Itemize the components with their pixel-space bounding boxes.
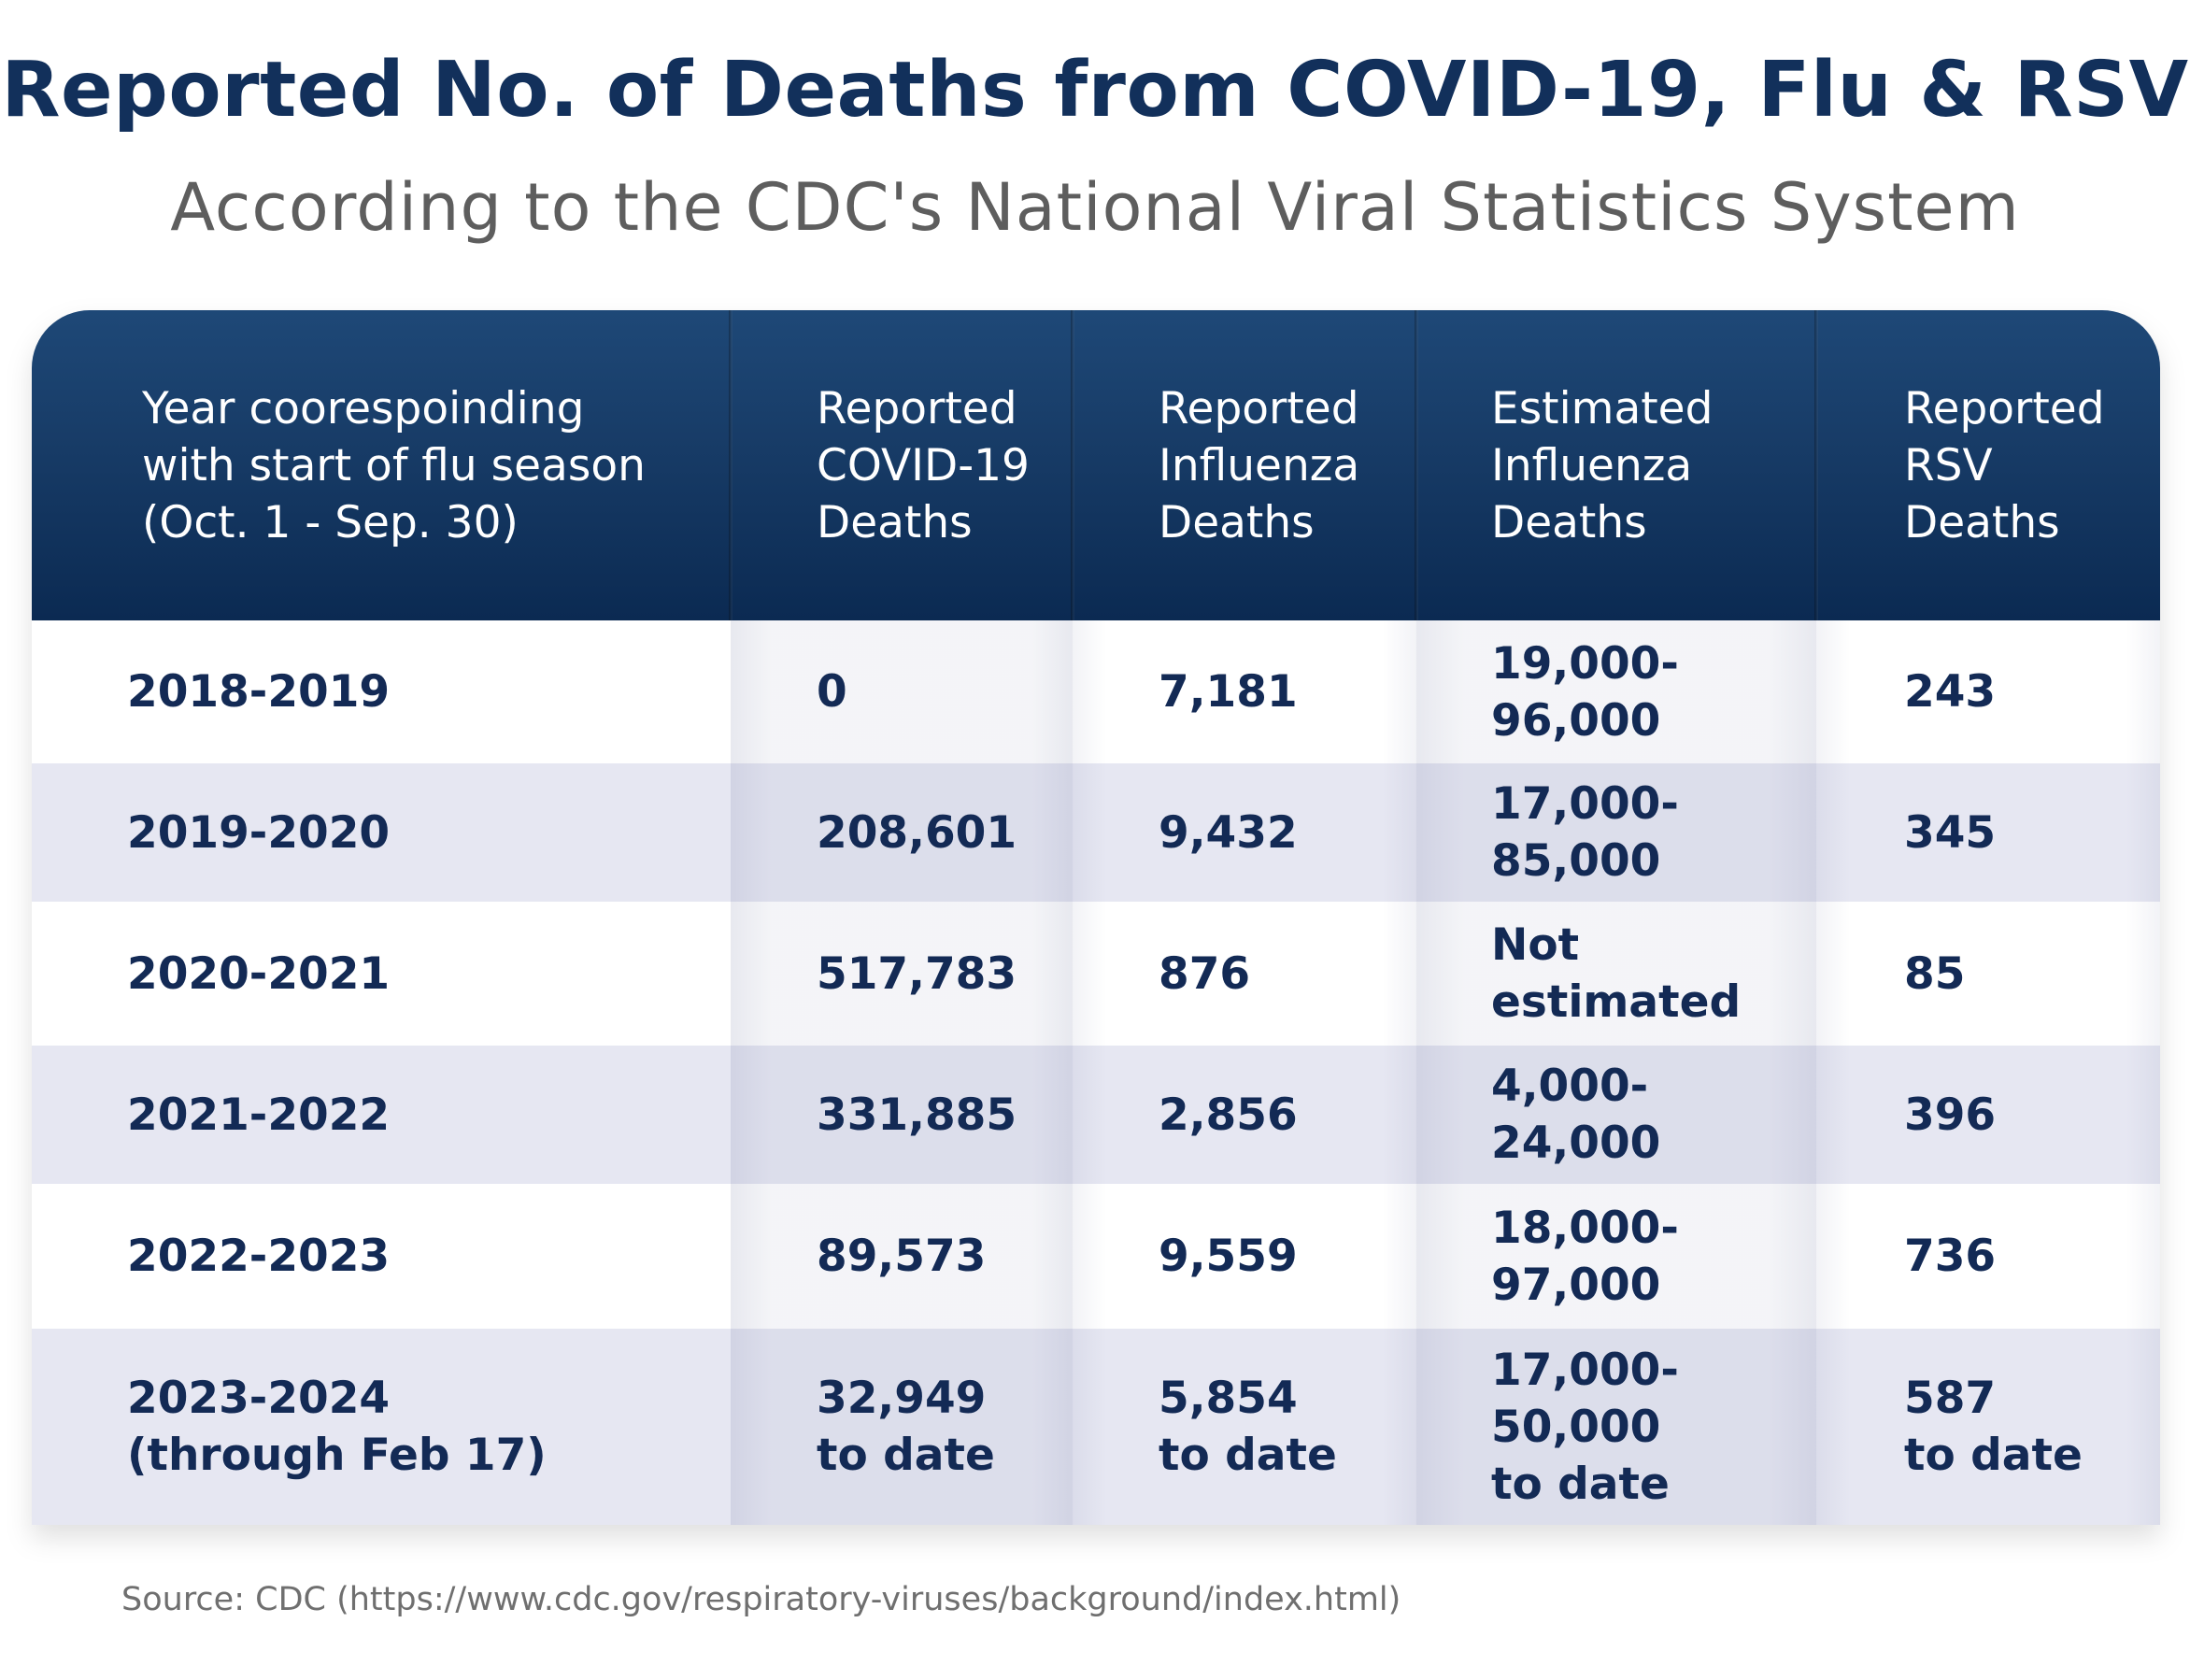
table-cell: 736 <box>1816 1184 2160 1329</box>
source-note: Source: CDC (https://www.cdc.gov/respira… <box>121 1581 1401 1618</box>
column-header-3: Reported Influenza Deaths <box>1073 310 1416 620</box>
header-divider <box>729 310 732 620</box>
table-cell: 17,000-85,000 <box>1416 763 1816 902</box>
table-cell: 876 <box>1073 902 1416 1046</box>
table-cell-value: 2021-2022 <box>127 1089 391 1141</box>
column-header-4: Estimated Influenza Deaths <box>1416 310 1816 620</box>
table-cell: 17,000-50,000 to date <box>1416 1329 1816 1525</box>
table-cell: 517,783 <box>731 902 1073 1046</box>
column-header-label: Reported Influenza Deaths <box>1159 382 1360 548</box>
deaths-table: Year coorespoinding with start of flu se… <box>32 310 2160 1525</box>
table-cell-value: 517,783 <box>817 947 1017 1000</box>
table-cell: 9,432 <box>1073 763 1416 902</box>
table-cell-value: 89,573 <box>817 1231 987 1282</box>
table-cell: 85 <box>1816 902 2160 1046</box>
page-title: Reported No. of Deaths from COVID-19, Fl… <box>1 46 2189 135</box>
table-cell: 587 to date <box>1816 1329 2160 1525</box>
table-cell: 2023-2024 (through Feb 17) <box>32 1329 731 1525</box>
table-cell-value: 2018-2019 <box>127 666 391 718</box>
table-cell: 2021-2022 <box>32 1046 731 1184</box>
table-cell-value: 2023-2024 (through Feb 17) <box>127 1373 547 1481</box>
table-cell-value: Not estimated <box>1491 919 1742 1028</box>
table-cell-value: 243 <box>1904 666 1997 718</box>
table-row <box>32 1046 2160 1184</box>
table-cell: 243 <box>1816 620 2160 763</box>
table-cell-value: 2019-2020 <box>127 806 391 859</box>
table-cell-value: 9,432 <box>1159 806 1298 859</box>
table-cell: 32,949 to date <box>731 1329 1073 1525</box>
table-cell: 2019-2020 <box>32 763 731 902</box>
table-cell: 2018-2019 <box>32 620 731 763</box>
table-cell-value: 331,885 <box>817 1089 1017 1141</box>
table-cell-value: 4,000-24,000 <box>1491 1061 1661 1169</box>
table-cell-value: 5,854 to date <box>1159 1373 1337 1481</box>
table-row <box>32 1184 2160 1329</box>
table-cell: 4,000-24,000 <box>1416 1046 1816 1184</box>
table-cell-value: 0 <box>817 666 847 718</box>
column-header-5: Reported RSV Deaths <box>1816 310 2160 620</box>
table-cell: 2,856 <box>1073 1046 1416 1184</box>
table-cell-value: 2,856 <box>1159 1089 1298 1141</box>
table-cell-value: 32,949 to date <box>817 1373 995 1481</box>
table-cell: 2020-2021 <box>32 902 731 1046</box>
table-cell-value: 85 <box>1904 947 1966 1000</box>
table-cell-value: 7,181 <box>1159 666 1298 718</box>
table-cell: 208,601 <box>731 763 1073 902</box>
table-cell-value: 876 <box>1159 947 1251 1000</box>
table-cell-value: 396 <box>1904 1089 1997 1141</box>
table-cell-value: 18,000-97,000 <box>1491 1202 1679 1311</box>
table-cell: 89,573 <box>731 1184 1073 1329</box>
column-header-label: Reported COVID-19 Deaths <box>817 382 1030 548</box>
table-cell: 19,000-96,000 <box>1416 620 1816 763</box>
table-row <box>32 902 2160 1046</box>
column-header-label: Estimated Influenza Deaths <box>1491 382 1714 548</box>
header-divider <box>1814 310 1818 620</box>
table-cell: 331,885 <box>731 1046 1073 1184</box>
table-cell: 7,181 <box>1073 620 1416 763</box>
table-cell-value: 345 <box>1904 806 1997 859</box>
table-cell: 9,559 <box>1073 1184 1416 1329</box>
table-cell-value: 17,000-85,000 <box>1491 778 1679 887</box>
table-cell-value: 19,000-96,000 <box>1491 637 1679 747</box>
column-header-label: Year coorespoinding with start of flu se… <box>142 382 646 548</box>
table-cell-value: 587 to date <box>1904 1373 2083 1481</box>
table-cell: 18,000-97,000 <box>1416 1184 1816 1329</box>
header-divider <box>1071 310 1074 620</box>
table-cell: 345 <box>1816 763 2160 902</box>
table-row <box>32 1329 2160 1525</box>
table-cell-value: 9,559 <box>1159 1231 1298 1282</box>
column-header-2: Reported COVID-19 Deaths <box>731 310 1073 620</box>
table-cell: 2022-2023 <box>32 1184 731 1329</box>
table-header: Year coorespoinding with start of flu se… <box>32 310 2160 620</box>
page-subtitle: According to the CDC's National Viral St… <box>170 169 2020 246</box>
header-divider <box>1415 310 1418 620</box>
table-cell: 5,854 to date <box>1073 1329 1416 1525</box>
table-cell-value: 2020-2021 <box>127 947 391 1000</box>
column-header-1: Year coorespoinding with start of flu se… <box>32 310 731 620</box>
table-cell: Not estimated <box>1416 902 1816 1046</box>
table-row <box>32 620 2160 763</box>
table-row <box>32 763 2160 902</box>
table-cell-value: 736 <box>1904 1231 1997 1282</box>
table-cell: 396 <box>1816 1046 2160 1184</box>
table-cell-value: 208,601 <box>817 806 1017 859</box>
table-cell-value: 17,000-50,000 to date <box>1491 1344 1679 1510</box>
column-header-label: Reported RSV Deaths <box>1904 382 2105 548</box>
table-cell-value: 2022-2023 <box>127 1231 391 1282</box>
table-cell: 0 <box>731 620 1073 763</box>
